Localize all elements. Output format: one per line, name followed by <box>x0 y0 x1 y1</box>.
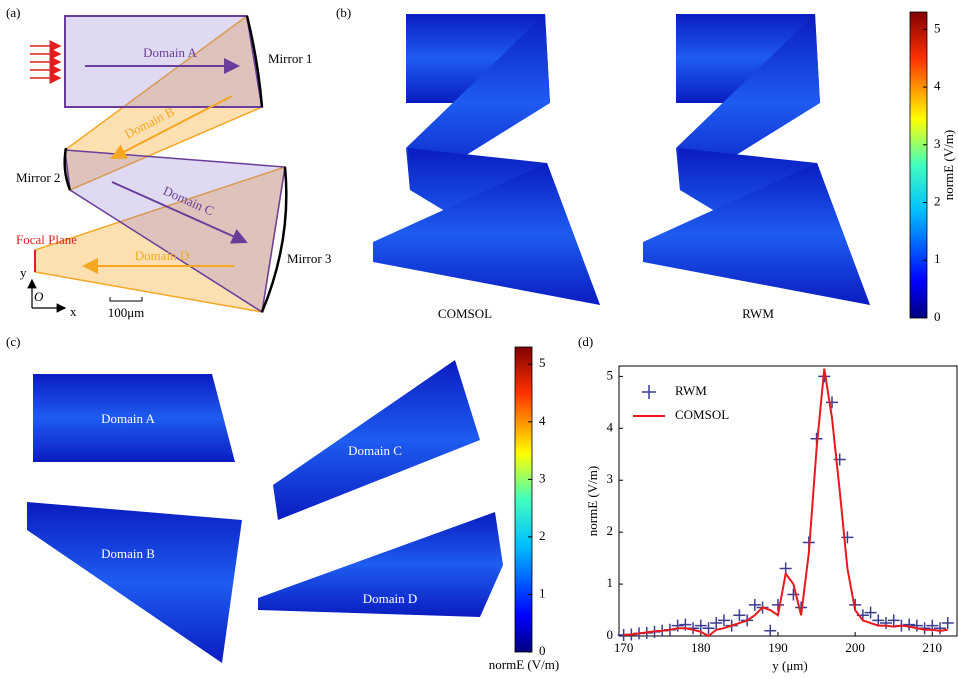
colorbar-label: normE (V/m) <box>941 130 956 200</box>
domain-label: Domain D <box>135 248 190 263</box>
x-tick-label: 180 <box>691 640 711 655</box>
x-tick-label: 190 <box>768 640 788 655</box>
mirror-label: Mirror 1 <box>268 51 312 66</box>
caption: RWM <box>742 306 774 321</box>
colorbar-tick-label: 1 <box>539 585 546 600</box>
figure: (a) (b) (c) (d) Domain A Domain B Domain… <box>0 0 958 679</box>
axis-label: x <box>70 304 77 319</box>
incident-arrows <box>30 46 60 78</box>
marker <box>888 614 900 626</box>
field-region <box>27 502 242 663</box>
y-tick-label: 5 <box>607 367 614 382</box>
colorbar-tick-label: 4 <box>539 413 546 428</box>
y-tick-label: 1 <box>607 575 614 590</box>
marker <box>749 599 761 611</box>
line <box>624 369 948 636</box>
marker <box>710 617 722 629</box>
scale-bar-label: 100μm <box>108 305 145 320</box>
field-region <box>273 360 480 520</box>
legend-label: RWM <box>675 383 707 398</box>
panel-label: (c) <box>6 334 20 349</box>
x-axis-title: y (μm) <box>772 658 808 673</box>
marker <box>934 622 946 634</box>
marker <box>772 599 784 611</box>
schematic: Domain A Domain B Domain C Domain D Mirr… <box>16 16 331 320</box>
y-axis-title: normE (V/m) <box>585 466 600 536</box>
y-tick-label: 0 <box>607 627 614 642</box>
colorbar-tick-label: 3 <box>539 470 546 485</box>
domain-label: Domain A <box>143 45 197 60</box>
colorbar-tick-label: 4 <box>934 78 941 93</box>
domain-maps: Domain A Domain C Domain B Domain D <box>27 360 503 663</box>
colorbar-tick-label: 3 <box>934 136 941 151</box>
origin-label: O <box>34 289 44 304</box>
mirror-label: Mirror 3 <box>287 251 331 266</box>
marker <box>826 396 838 408</box>
scale-bar <box>110 297 142 301</box>
domain-label: Domain B <box>101 546 155 561</box>
colorbar <box>515 347 532 652</box>
x-tick-label: 210 <box>923 640 943 655</box>
marker <box>942 617 954 629</box>
domain-a-region <box>65 16 262 107</box>
panel-label: (a) <box>6 5 20 20</box>
x-tick-label: 200 <box>845 640 865 655</box>
marker <box>880 617 892 629</box>
domain-label: Domain D <box>363 591 418 606</box>
y-tick-label: 4 <box>607 419 614 434</box>
colorbar-tick-label: 5 <box>539 355 546 370</box>
marker <box>764 625 776 637</box>
marker <box>865 607 877 619</box>
domain-label: Domain A <box>101 411 155 426</box>
colorbar <box>910 12 927 318</box>
marker <box>718 614 730 626</box>
x-tick-label: 170 <box>614 640 634 655</box>
axes-frame <box>619 366 957 636</box>
panel-label: (b) <box>336 5 351 20</box>
marker <box>733 609 745 621</box>
colorbar-tick-label: 1 <box>934 251 941 266</box>
focal-plane-label: Focal Plane <box>16 232 77 247</box>
y-tick-label: 3 <box>607 471 614 486</box>
marker <box>903 619 915 631</box>
mirror-label: Mirror 2 <box>16 170 60 185</box>
axis-label: y <box>20 265 27 280</box>
panel-label: (d) <box>578 334 593 349</box>
legend-label: COMSOL <box>675 407 729 422</box>
colorbar-tick-label: 5 <box>934 20 941 35</box>
colorbar-tick-label: 2 <box>934 194 941 209</box>
caption: COMSOL <box>438 306 492 321</box>
y-tick-label: 2 <box>607 523 614 538</box>
legend-marker <box>642 385 656 399</box>
field-map: COMSOL <box>373 14 600 321</box>
domain-label: Domain C <box>348 443 402 458</box>
colorbar-tick-label: 0 <box>934 309 941 324</box>
field-map: RWM <box>643 14 870 321</box>
colorbar-tick-label: 0 <box>539 643 546 658</box>
colorbar-label: normE (V/m) <box>489 657 559 672</box>
colorbar-tick-label: 2 <box>539 528 546 543</box>
